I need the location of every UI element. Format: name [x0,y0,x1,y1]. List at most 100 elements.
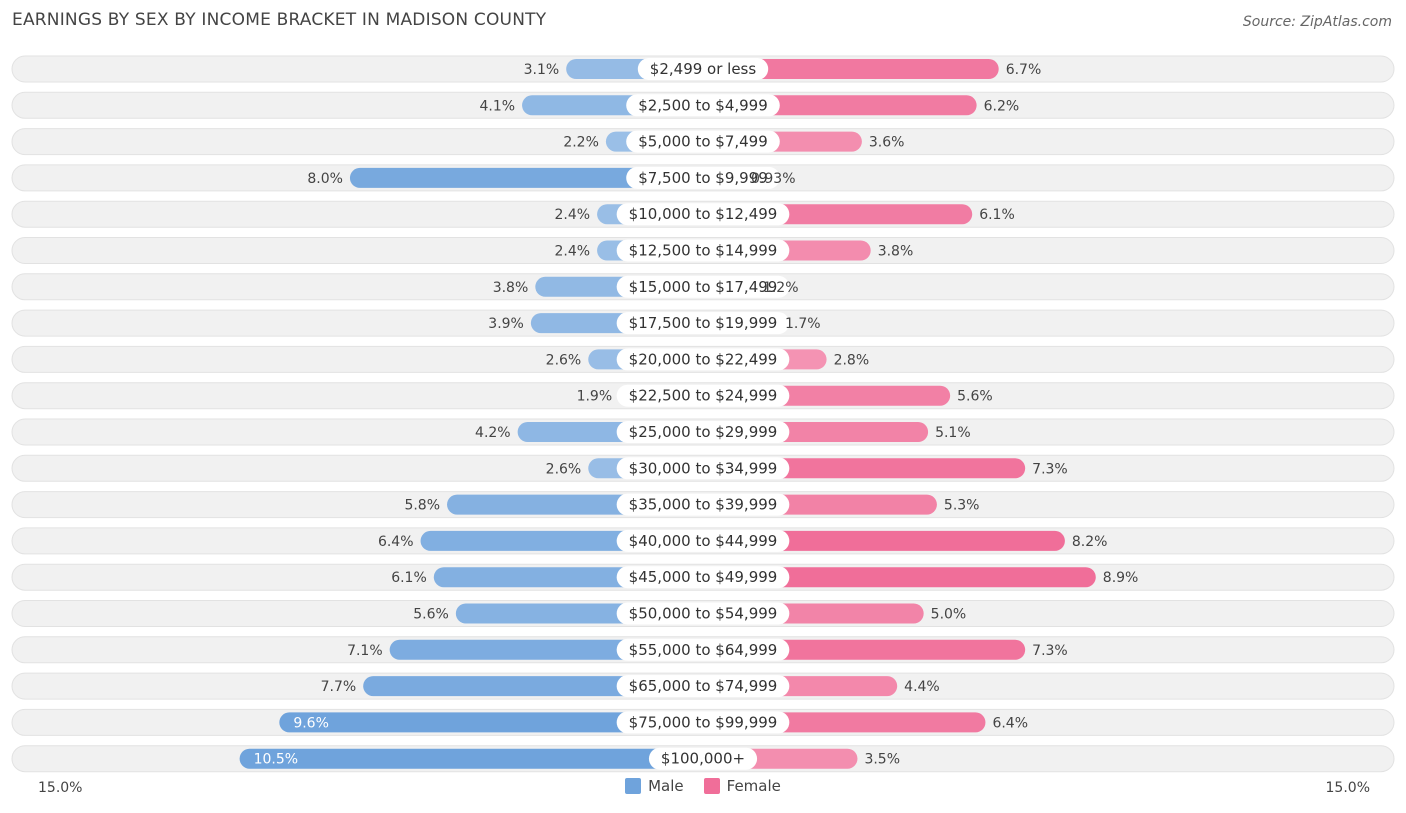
category-pill [616,312,790,335]
female-value-label: 1.7% [785,316,821,332]
table-row: $25,000 to $29,999 4.2% 5.1% [11,418,1395,446]
male-value-label: 10.5% [254,752,298,768]
male-value-label: 4.2% [475,425,511,441]
male-value-label: 9.6% [293,715,329,731]
table-row: $35,000 to $39,999 5.8% 5.3% [11,491,1395,519]
axis-right-label: 15.0% [1325,780,1370,796]
male-value-label: 4.1% [479,98,515,114]
category-label: $75,000 to $99,999 [629,713,778,731]
category-pill [616,239,790,262]
table-row: $7,500 to $9,999 8.0% 0.93% [11,164,1395,192]
male-value-label: 3.1% [524,62,560,78]
legend-label-male: Male [648,777,684,795]
table-row: $2,499 or less 3.1% 6.7% [11,55,1395,83]
male-bar [239,748,703,769]
category-pill [626,130,780,153]
legend-swatch-male [625,778,642,794]
category-label: $15,000 to $17,499 [629,278,778,296]
table-row: $17,500 to $19,999 3.9% 1.7% [11,309,1395,337]
category-label: $7,500 to $9,999 [638,169,768,187]
table-row: $100,000+ 10.5% 3.5% [11,745,1395,773]
table-row: $40,000 to $44,999 6.4% 8.2% [11,527,1395,555]
category-pill [616,275,790,298]
category-pill [637,58,769,80]
category-label: $10,000 to $12,499 [629,205,778,223]
category-label: $40,000 to $44,999 [629,532,778,550]
category-pill [616,348,790,371]
female-value-label: 5.1% [935,425,971,441]
table-row: $5,000 to $7,499 2.2% 3.6% [11,128,1395,156]
male-bar [349,167,703,188]
category-pill [616,711,790,734]
female-value-label: 5.0% [931,607,967,623]
male-value-label: 2.6% [546,352,582,368]
category-label: $2,500 to $4,999 [638,96,768,114]
female-value-label: 5.3% [944,498,980,514]
female-value-label: 6.4% [992,715,1028,731]
male-value-label: 2.2% [563,135,599,151]
female-value-label: 5.6% [957,389,993,405]
axis-left-label: 15.0% [38,780,83,796]
female-value-label: 3.8% [878,244,914,260]
category-label: $45,000 to $49,999 [629,568,778,586]
category-label: $12,500 to $14,999 [629,242,778,260]
chart-source: Source: ZipAtlas.com [1242,14,1392,30]
female-value-label: 3.5% [864,752,900,768]
female-value-label: 2.8% [834,352,870,368]
category-label: $5,000 to $7,499 [638,133,768,151]
category-pill [616,602,790,625]
legend-item-female[interactable]: Female [703,777,781,795]
male-value-label: 2.4% [555,207,591,223]
category-label: $20,000 to $22,499 [629,350,778,368]
category-pill [626,94,780,117]
table-row: $12,500 to $14,999 2.4% 3.8% [11,237,1395,264]
male-value-label: 3.9% [488,316,524,332]
male-value-label: 5.8% [404,498,440,514]
category-label: $55,000 to $64,999 [629,641,778,659]
table-row: $15,000 to $17,499 3.8% 1.2% [11,273,1395,301]
category-pill [616,493,790,516]
female-value-label: 6.2% [984,98,1020,114]
chart-title: EARNINGS BY SEX BY INCOME BRACKET IN MAD… [12,10,547,30]
male-value-label: 1.9% [577,389,613,405]
table-row: $45,000 to $49,999 6.1% 8.9% [11,563,1395,591]
female-value-label: 8.9% [1103,570,1139,586]
table-row: $2,500 to $4,999 4.1% 6.2% [11,91,1395,119]
male-value-label: 6.1% [391,570,427,586]
category-label: $25,000 to $29,999 [629,423,778,441]
female-value-label: 0.93% [751,171,795,187]
category-label: $2,499 or less [650,60,757,78]
category-pill [616,384,790,407]
category-pill [648,747,758,770]
male-value-label: 3.8% [493,280,529,296]
category-pill [626,166,780,189]
category-label: $50,000 to $54,999 [629,605,778,623]
category-pill [616,566,790,589]
female-value-label: 6.1% [979,207,1015,223]
table-row: $30,000 to $34,999 2.6% 7.3% [11,454,1395,482]
category-pill [616,421,790,443]
female-bar [703,59,999,79]
table-row: $50,000 to $54,999 5.6% 5.0% [11,600,1395,627]
category-pill [616,638,790,661]
female-value-label: 3.6% [869,135,905,151]
male-value-label: 2.4% [555,244,591,260]
legend-label-female: Female [726,777,781,795]
female-bar [703,567,1096,588]
female-bar [703,530,1065,551]
category-label: $100,000+ [661,750,745,768]
male-value-label: 5.6% [413,607,449,623]
legend-item-male[interactable]: Male [625,777,684,795]
category-pill [616,457,790,480]
table-row: $22,500 to $24,999 1.9% 5.6% [11,382,1395,410]
female-value-label: 1.2% [763,280,799,296]
category-label: $65,000 to $74,999 [629,677,778,695]
table-row: $20,000 to $22,499 2.6% 2.8% [11,345,1395,373]
male-value-label: 8.0% [307,171,343,187]
female-value-label: 7.3% [1032,461,1068,477]
category-pill [616,529,790,552]
category-label: $35,000 to $39,999 [629,496,778,514]
legend: Male Female [0,777,1406,795]
